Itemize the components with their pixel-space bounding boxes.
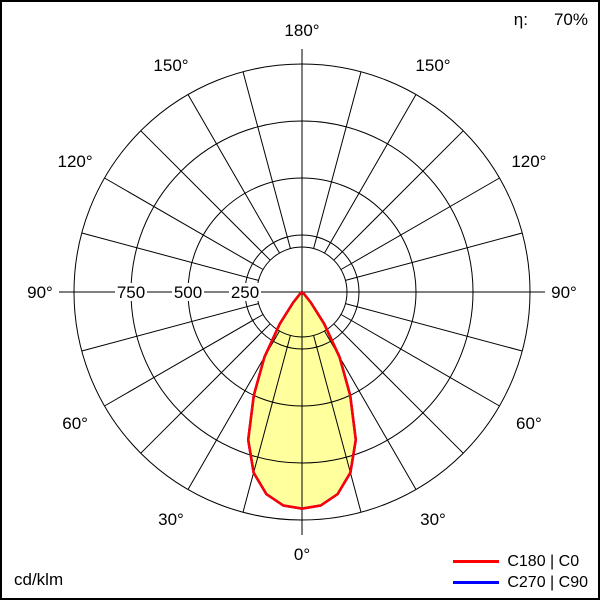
svg-text:150°: 150° bbox=[153, 56, 188, 75]
red-curve-line-icon bbox=[453, 560, 500, 563]
svg-text:30°: 30° bbox=[420, 510, 446, 529]
svg-text:90°: 90° bbox=[27, 283, 53, 302]
scale-labels: 250 500 750 0° 30° 30° 60° 60° 90° 90° 120° 120° 150… bbox=[27, 21, 577, 564]
blue-curve-line-icon bbox=[453, 581, 500, 584]
svg-text:0°: 0° bbox=[294, 545, 310, 564]
legend-item-c270-c90: C270 | C90 bbox=[453, 572, 588, 593]
light-output-ratio: η: 70% bbox=[514, 10, 588, 30]
svg-text:750: 750 bbox=[117, 283, 145, 302]
svg-text:60°: 60° bbox=[62, 414, 88, 433]
svg-text:30°: 30° bbox=[158, 510, 184, 529]
svg-text:250: 250 bbox=[231, 283, 259, 302]
curve-c180-c0 bbox=[246, 291, 358, 510]
svg-text:120°: 120° bbox=[511, 152, 546, 171]
svg-text:60°: 60° bbox=[516, 414, 542, 433]
eta-value: 70% bbox=[553, 10, 588, 29]
svg-text:180°: 180° bbox=[284, 21, 319, 40]
legend-label: C180 | C0 bbox=[507, 552, 580, 570]
svg-text:90°: 90° bbox=[551, 283, 577, 302]
unit-label: cd/klm bbox=[14, 570, 64, 589]
eta-symbol: η: bbox=[513, 10, 528, 29]
legend: C180 | C0 C270 | C90 bbox=[453, 551, 588, 593]
svg-text:120°: 120° bbox=[58, 152, 93, 171]
svg-text:150°: 150° bbox=[415, 56, 450, 75]
legend-item-c180-c0: C180 | C0 bbox=[453, 551, 588, 572]
svg-text:500: 500 bbox=[174, 283, 202, 302]
legend-label: C270 | C90 bbox=[507, 573, 588, 591]
